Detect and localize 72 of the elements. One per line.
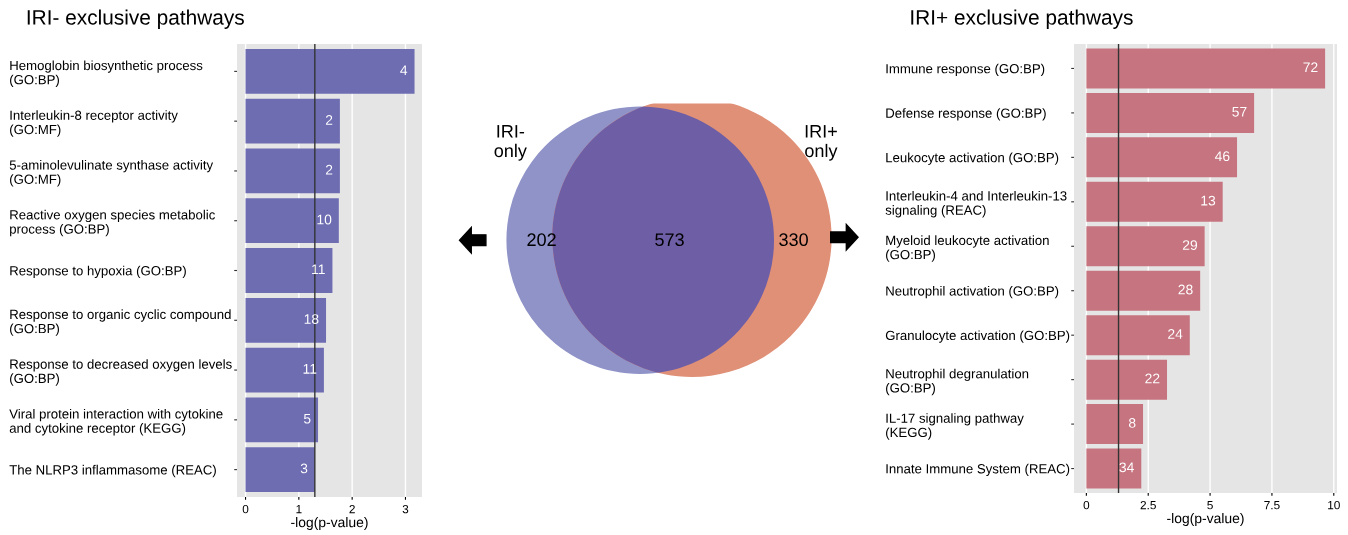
category-label: IRI- only: [494, 125, 527, 161]
x-tick-label: 1: [296, 505, 302, 514]
y-tick-label: Response to hypoxia (GO:BP): [10, 265, 186, 279]
bar: [1086, 48, 1326, 89]
bar: [1086, 137, 1238, 178]
y-tick-label: Granulocyte activation (GO:BP): [885, 330, 1070, 343]
y-tick-label: Neutrophil degranulation (GO:BP): [886, 368, 1029, 396]
y-tick-label: The NLRP3 inflammasome (REAC): [9, 464, 216, 478]
annotation: 2: [325, 115, 333, 125]
bar: [245, 48, 415, 94]
annotation: 3: [300, 463, 308, 474]
category-label: IRI+ only: [805, 125, 838, 161]
bar: [245, 148, 340, 194]
y-tick-label: Leukocyte activation (GO:BP): [886, 152, 1059, 165]
bar: [1086, 181, 1223, 222]
annotation: 8: [1128, 417, 1136, 428]
data-label: 202: [527, 233, 556, 247]
bar: [245, 297, 327, 343]
bar: [245, 347, 324, 393]
y-tick-label: Response to organic cyclic compound (GO:BP): [10, 309, 231, 336]
x-tick-label: 5: [1207, 501, 1213, 510]
annotation: 13: [1201, 195, 1216, 206]
annotation: 4: [400, 65, 408, 75]
bar: [1086, 404, 1144, 445]
x-tick-label: 3: [402, 504, 409, 514]
bar: [245, 248, 333, 293]
x-axis-title: -log(p-value): [291, 517, 368, 530]
y-tick-label: Neutrophil activation (GO:BP): [886, 285, 1059, 299]
y-tick-label: Interleukin-8 receptor activity (GO:MF): [10, 110, 178, 137]
y-tick-label: Defense response (GO:BP): [886, 108, 1046, 121]
annotation: 46: [1214, 151, 1230, 162]
y-tick-label: Myeloid leukocyte activation (GO:BP): [886, 235, 1049, 262]
bar: [1086, 226, 1205, 267]
bar: [245, 198, 339, 244]
y-tick-label: Reactive oxygen species metabolic process (GO:BP): [10, 209, 215, 237]
x-tick-label: 2.5: [1140, 500, 1156, 510]
annotation: 34: [1119, 462, 1134, 473]
annotation: 2: [325, 164, 333, 175]
annotation: 24: [1168, 329, 1183, 339]
y-tick-label: Response to decreased oxygen levels (GO:BP): [10, 359, 232, 386]
bar: [245, 397, 319, 443]
bar: [1086, 315, 1190, 356]
bar: [245, 447, 315, 493]
data-label: 573: [655, 233, 684, 247]
x-tick-label: 10: [1328, 500, 1340, 510]
y-tick-label: Innate Immune System (REAC): [886, 463, 1070, 477]
y-tick-label: Interleukin-4 and Interleukin-13 signaling (REAC): [885, 190, 1067, 218]
annotation: 72: [1303, 62, 1318, 73]
x-tick-label: 7.5: [1264, 501, 1280, 510]
bar: [1086, 359, 1168, 400]
annotation: 5: [303, 413, 311, 424]
chart-title: IRI- exclusive pathways: [27, 9, 244, 29]
y-tick-label: Immune response (GO:BP): [886, 63, 1045, 76]
annotation: 22: [1145, 373, 1160, 384]
y-tick-label: IL-17 signaling pathway (KEGG): [886, 413, 1024, 440]
bar: [1086, 270, 1201, 311]
y-tick-label: Viral protein interaction with cytokine and cytokine receptor (KEGG): [9, 408, 223, 436]
x-tick-label: 0: [1083, 500, 1090, 510]
x-tick-label: 2: [349, 504, 355, 514]
annotation: 28: [1178, 284, 1193, 295]
bar: [1086, 448, 1142, 489]
x-tick-label: 0: [242, 504, 249, 514]
annotation: 57: [1232, 106, 1247, 117]
x-axis-title: -log(p-value): [1167, 513, 1244, 526]
bar: [245, 98, 340, 144]
y-tick-label: 5-aminolevulinate synthase activity (GO:MF): [9, 160, 214, 187]
annotation: 10: [317, 214, 332, 225]
chart-title: IRI+ exclusive pathways: [911, 9, 1133, 29]
annotation: 29: [1182, 240, 1198, 250]
y-tick-label: Hemoglobin biosynthetic process (GO:BP): [10, 60, 203, 87]
bar: [1086, 92, 1255, 133]
data-label: 330: [779, 233, 808, 247]
